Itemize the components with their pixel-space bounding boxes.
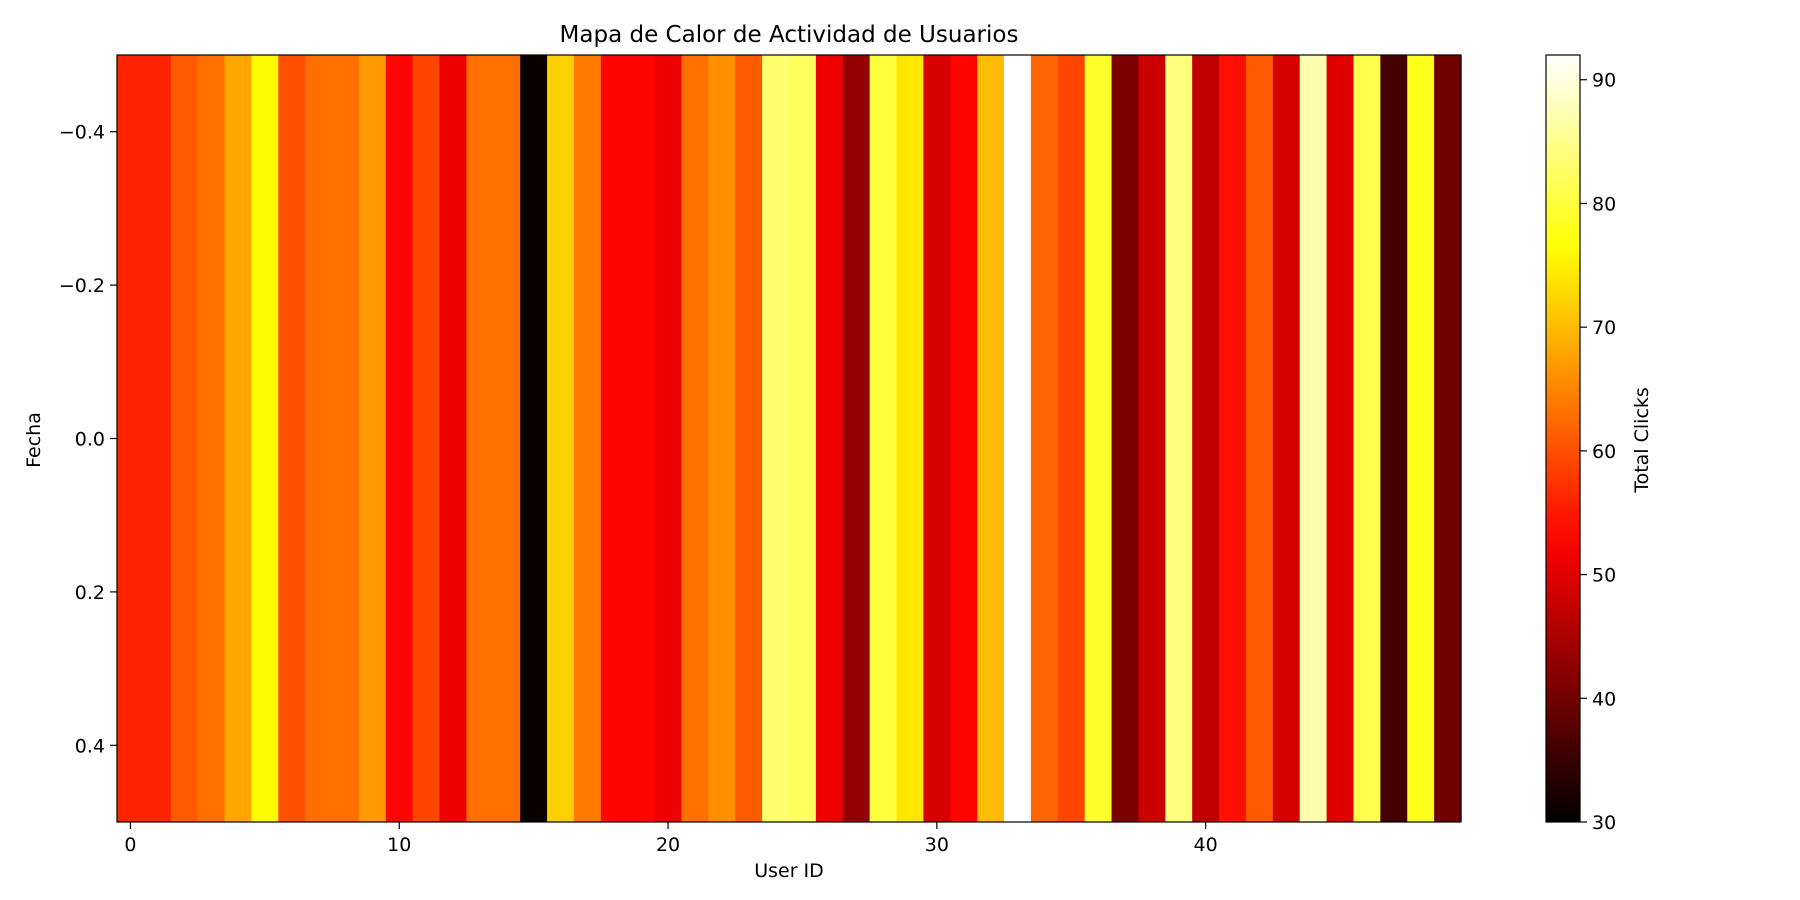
heatmap-cell xyxy=(1245,55,1274,822)
x-tick-label: 20 xyxy=(656,834,680,856)
colorbar-tick-label: 30 xyxy=(1592,812,1616,834)
heatmap-cell xyxy=(358,55,387,822)
heatmap-cell xyxy=(385,55,414,822)
y-tick-label: 0.2 xyxy=(75,582,105,604)
colorbar-tick-label: 80 xyxy=(1592,193,1616,215)
x-axis-ticks: 0 10 20 30 40 xyxy=(124,822,1218,856)
heatmap-cell xyxy=(1434,55,1462,822)
heatmap-cell xyxy=(1407,55,1435,822)
heatmap-cell xyxy=(708,55,736,822)
y-tick-label: −0.4 xyxy=(59,122,105,144)
heatmap-cell xyxy=(1299,55,1328,822)
heatmap-cell xyxy=(439,55,468,822)
heatmap-cell xyxy=(1057,55,1086,822)
heatmap-cell xyxy=(170,55,199,822)
y-tick-label: 0.4 xyxy=(75,735,105,757)
heatmap-cell xyxy=(950,55,978,822)
chart-title: Mapa de Calor de Actividad de Usuarios xyxy=(560,22,1019,48)
heatmap-cell xyxy=(1353,55,1381,822)
x-tick-label: 10 xyxy=(387,834,411,856)
heatmap-cell xyxy=(896,55,924,822)
y-axis-label: Fecha xyxy=(23,412,45,468)
heatmap-cell xyxy=(842,55,871,822)
heatmap-cell xyxy=(600,55,629,822)
y-tick-label: −0.2 xyxy=(59,275,105,297)
heatmap-cell xyxy=(117,55,145,822)
heatmap-cell xyxy=(466,55,494,822)
heatmap-cell xyxy=(1165,55,1193,822)
heatmap-cell xyxy=(1380,55,1408,822)
heatmap-cell xyxy=(789,55,817,822)
heatmap-cell xyxy=(762,55,790,822)
heatmap-cell xyxy=(1030,55,1059,822)
heatmap-cell xyxy=(332,55,360,822)
heatmap-cell xyxy=(1004,55,1032,822)
colorbar-ticks: 30 40 50 60 70 80 90 xyxy=(1580,70,1616,834)
heatmap-cell xyxy=(1326,55,1355,822)
heatmap-cell xyxy=(278,55,306,822)
heatmap-cell xyxy=(573,55,602,822)
x-axis-label: User ID xyxy=(754,860,824,882)
x-tick-label: 40 xyxy=(1194,834,1218,856)
heatmap-cell xyxy=(1192,55,1220,822)
heatmap-cell xyxy=(869,55,898,822)
y-tick-label: 0.0 xyxy=(75,429,105,451)
heatmap-cell xyxy=(735,55,763,822)
y-axis-ticks: −0.4 −0.2 0.0 0.2 0.4 xyxy=(59,122,117,757)
colorbar-tick-label: 50 xyxy=(1592,565,1616,587)
heatmap-cell xyxy=(627,55,656,822)
heatmap-cell xyxy=(923,55,951,822)
colorbar xyxy=(1545,54,1581,823)
x-tick-label: 30 xyxy=(925,834,949,856)
heatmap-cell xyxy=(224,55,252,822)
x-tick-label: 0 xyxy=(124,834,136,856)
heatmap-cell xyxy=(1084,55,1113,822)
heatmap-cell xyxy=(520,55,548,822)
colorbar-tick-label: 70 xyxy=(1592,317,1616,339)
colorbar-tick-label: 90 xyxy=(1592,70,1616,92)
colorbar-tick-label: 40 xyxy=(1592,688,1616,710)
heatmap-cell xyxy=(1219,55,1247,822)
heatmap-cell xyxy=(681,55,709,822)
colorbar-label: Total Clicks xyxy=(1631,387,1653,494)
heatmap-cell xyxy=(977,55,1005,822)
heatmap-cells xyxy=(117,55,1462,822)
heatmap-cell xyxy=(197,55,226,822)
colorbar-tick-label: 60 xyxy=(1592,441,1616,463)
heatmap-cell xyxy=(1272,55,1301,822)
heatmap-cell xyxy=(815,55,844,822)
heatmap-cell xyxy=(1138,55,1166,822)
heatmap-cell xyxy=(493,55,521,822)
heatmap-cell xyxy=(654,55,683,822)
heatmap-cell xyxy=(305,55,333,822)
heatmap-cell xyxy=(547,55,575,822)
heatmap-cell xyxy=(143,55,172,822)
heatmap-cell xyxy=(1111,55,1140,822)
heatmap-cell xyxy=(412,55,441,822)
heatmap-cell xyxy=(251,55,279,822)
